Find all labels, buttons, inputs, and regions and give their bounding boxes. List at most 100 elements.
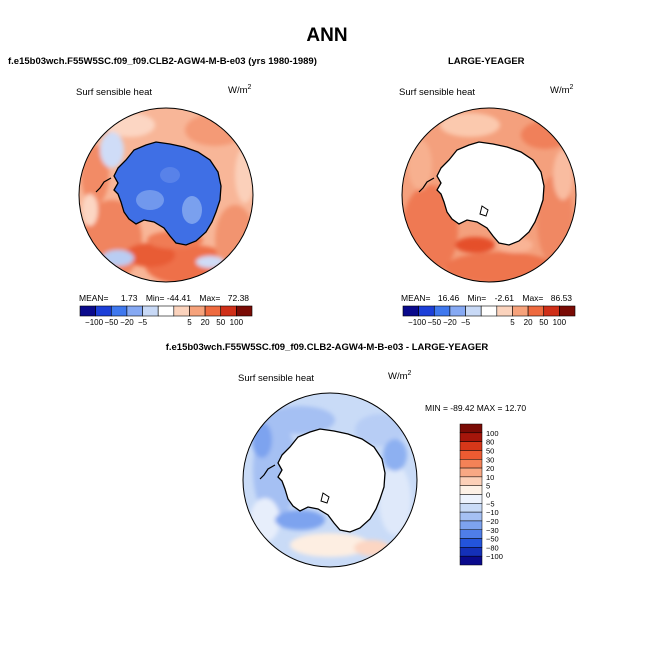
diff-case-label: f.e15b03wch.F55W5SC.f09_f09.CLB2-AGW4-M-…: [165, 342, 489, 353]
obs-colorbar-swatch: [449, 305, 466, 317]
model-max-label: Max=: [199, 293, 221, 303]
diff-colorbar-swatch: [459, 503, 483, 513]
diff-units-label: W/m2: [388, 370, 412, 383]
obs-polar-map: [402, 108, 576, 282]
model-colorbar-swatch: [110, 305, 128, 317]
diff-colorbar-swatch: [459, 538, 483, 548]
model-colorbar-swatch: [204, 305, 222, 317]
diff-colorbar-tick: −30: [486, 526, 499, 535]
model-colorbar-swatch: [173, 305, 190, 317]
obs-antarctica-shape: [436, 141, 545, 246]
diff-colorbar-tick: −50: [486, 535, 499, 544]
model-colorbar-tick: 50: [216, 318, 225, 327]
diff-minmax-text: MIN = -89.42 MAX = 12.70: [425, 403, 527, 413]
diff-colorbar-swatch: [459, 485, 483, 495]
diff-colorbar-swatch: [459, 529, 483, 539]
diff-colorbar-swatch: [459, 450, 483, 460]
obs-colorbar-tick: 20: [524, 318, 533, 327]
model-colorbar-tick: −20: [120, 318, 134, 327]
model-units-label: W/m2: [228, 84, 252, 97]
diff-colorbar-swatch: [459, 520, 483, 530]
model-colorbar-tick: −5: [138, 318, 148, 327]
model-stats: MEAN= 1.73 Min= -44.41 Max= 72.38: [79, 293, 249, 303]
obs-colorbar-tick: 5: [510, 318, 515, 327]
diff-variable-label: Surf sensible heat: [238, 373, 315, 384]
obs-colorbar-tick: −5: [461, 318, 471, 327]
obs-colorbar-swatch: [480, 305, 498, 317]
diff-colorbar-tick: 0: [486, 491, 490, 500]
diff-polar-map: [243, 393, 417, 567]
obs-case-label: LARGE-YEAGER: [448, 56, 525, 67]
model-colorbar-tick: −100: [85, 318, 104, 327]
obs-colorbar-swatch: [527, 305, 545, 317]
diff-colorbar-swatch: [459, 476, 483, 486]
model-colorbar-tick: 100: [230, 318, 244, 327]
obs-min: -2.61: [494, 293, 514, 303]
model-max: 72.38: [227, 293, 250, 303]
obs-units-label: W/m2: [550, 84, 574, 97]
model-min: -44.41: [166, 293, 191, 303]
obs-colorbar-swatch: [512, 305, 529, 317]
model-polar-map: [79, 108, 253, 282]
diff-colorbar-tick: 100: [486, 429, 499, 438]
diff-colorbar-swatch: [459, 547, 483, 557]
diff-colorbar-tick: 10: [486, 473, 494, 482]
diff-colorbar-tick: 20: [486, 464, 494, 473]
diff-colorbar-tick: 30: [486, 455, 494, 464]
obs-max: 86.53: [550, 293, 573, 303]
obs-colorbar-swatch: [418, 305, 435, 317]
model-colorbar-swatch: [95, 305, 112, 317]
model-colorbar-swatch: [220, 305, 237, 317]
obs-colorbar-tick: 50: [539, 318, 548, 327]
obs-colorbar-swatch: [543, 305, 560, 317]
model-colorbar-tick: 5: [187, 318, 192, 327]
obs-colorbar-tick: 100: [553, 318, 567, 327]
obs-colorbar-swatch: [465, 305, 482, 317]
diff-colorbar-swatch: [459, 555, 483, 566]
diff-antarctica-shape: [277, 428, 386, 533]
model-colorbar-swatch: [126, 305, 143, 317]
diff-colorbar-tick: −100: [486, 552, 503, 561]
obs-mean: 16.46: [437, 293, 460, 303]
obs-stats: MEAN= 16.46 Min= -2.61 Max= 86.53: [401, 293, 572, 303]
obs-max-label: Max=: [522, 293, 544, 303]
model-mean-label: MEAN=: [79, 293, 109, 303]
model-colorbar-swatch: [142, 305, 159, 317]
obs-mean-label: MEAN=: [401, 293, 431, 303]
diff-colorbar-tick: 80: [486, 438, 494, 447]
diff-colorbar-tick: 5: [486, 482, 490, 491]
diff-colorbar-tick: −80: [486, 543, 499, 552]
diff-colorbar-swatch: [459, 441, 483, 451]
diff-colorbar-tick: 50: [486, 446, 494, 455]
diff-colorbar-tick: −5: [486, 499, 495, 508]
model-colorbar-swatch: [236, 305, 253, 317]
model-colorbar-swatch: [189, 305, 206, 317]
model-min-label: Min=: [145, 293, 165, 303]
model-variable-label: Surf sensible heat: [76, 87, 153, 98]
diff-colorbar-swatch: [459, 467, 483, 478]
model-colorbar-swatch: [157, 305, 175, 317]
model-colorbar-tick: −50: [104, 318, 118, 327]
obs-colorbar-tick: −50: [427, 318, 441, 327]
diff-colorbar-swatch: [459, 423, 483, 434]
obs-colorbar-swatch: [496, 305, 513, 317]
diff-colorbar-tick: −10: [486, 508, 499, 517]
figure-title: ANN: [306, 25, 348, 46]
obs-colorbar-tick: −20: [443, 318, 457, 327]
diff-colorbar-swatch: [459, 511, 483, 522]
diff-colorbar-tick: −20: [486, 517, 499, 526]
obs-map-border: [401, 107, 577, 283]
model-map-border: [78, 107, 254, 283]
model-colorbar-tick: 20: [201, 318, 210, 327]
model-case-label: f.e15b03wch.F55W5SC.f09_f09.CLB2-AGW4-M-…: [8, 56, 317, 67]
obs-colorbar-swatch: [433, 305, 451, 317]
obs-variable-label: Surf sensible heat: [399, 87, 476, 98]
obs-colorbar-swatch: [559, 305, 576, 317]
diff-colorbar-swatch: [459, 432, 483, 442]
model-mean: 1.73: [120, 293, 138, 303]
diff-map-border: [242, 392, 418, 568]
diff-colorbar-swatch: [459, 459, 483, 469]
model-colorbar-swatch: [79, 305, 96, 317]
